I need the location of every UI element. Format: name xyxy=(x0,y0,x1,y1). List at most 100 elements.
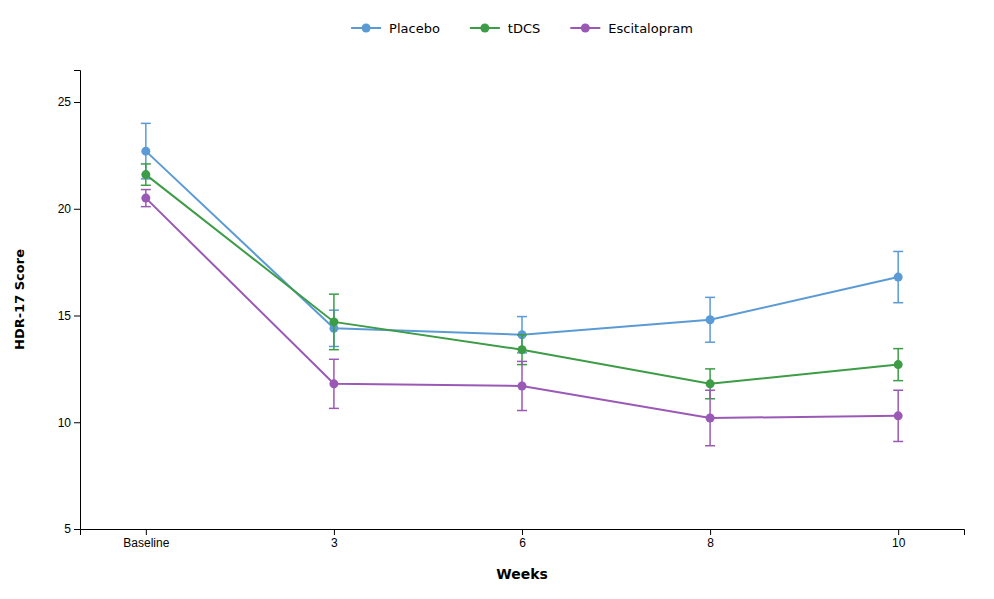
line xyxy=(146,175,898,384)
tick-mark xyxy=(74,102,80,103)
point xyxy=(141,170,150,179)
tick-mark xyxy=(74,316,80,317)
error-bar xyxy=(893,390,903,441)
legend-marker xyxy=(581,24,590,33)
error-bar xyxy=(517,361,527,410)
point xyxy=(329,317,338,326)
point xyxy=(706,413,715,422)
point xyxy=(329,379,338,388)
error-bar-cap xyxy=(329,349,339,351)
point xyxy=(518,345,527,354)
legend-label: Placebo xyxy=(389,21,440,36)
error-bar-cap xyxy=(893,441,903,443)
tick-mark xyxy=(74,529,80,530)
tick-mark xyxy=(710,529,711,535)
legend-item: tDCS xyxy=(470,21,540,36)
tick: 5 xyxy=(64,522,80,536)
error-bar-cap xyxy=(141,163,151,165)
tick-mark xyxy=(146,529,147,535)
point xyxy=(706,379,715,388)
error-bar-cap xyxy=(705,368,715,370)
tick: 10 xyxy=(892,529,906,550)
error-bar xyxy=(329,294,339,350)
tick-mark xyxy=(74,422,80,423)
tick-label: 20 xyxy=(58,202,72,216)
legend-item: Placebo xyxy=(351,21,440,36)
error-bar-cap xyxy=(141,189,151,191)
series xyxy=(141,190,903,446)
error-bar xyxy=(893,349,903,381)
error-bar xyxy=(705,390,715,446)
error-bar-cap xyxy=(517,316,527,318)
error-bar-cap xyxy=(517,361,527,363)
error-bar xyxy=(329,359,339,408)
point xyxy=(894,411,903,420)
error-bar-cap xyxy=(329,293,339,295)
error-bar-cap xyxy=(705,297,715,299)
legend-label: Escitalopram xyxy=(608,21,693,36)
error-bar-cap xyxy=(705,445,715,447)
error-bar-cap xyxy=(329,359,339,361)
error-bar-cap xyxy=(893,302,903,304)
point xyxy=(141,147,150,156)
tick-mark xyxy=(898,529,899,535)
error-bar-cap xyxy=(517,334,527,336)
x-axis-title: Weeks xyxy=(496,566,548,582)
error-bar xyxy=(141,123,151,179)
error-bar-cap xyxy=(329,408,339,410)
tick-mark xyxy=(74,209,80,210)
tick: 3 xyxy=(331,529,338,550)
legend-label: tDCS xyxy=(508,21,540,36)
error-bar xyxy=(893,251,903,302)
chart: Baseline 3 6 8 10 5 10 15 20 25 Weeks HDR-17 Score P… xyxy=(0,0,994,599)
tick-label: 10 xyxy=(58,416,72,430)
legend-item: Escitalopram xyxy=(570,21,693,36)
tick-label: 10 xyxy=(892,536,906,550)
error-bar-cap xyxy=(893,348,903,350)
tick-label: 3 xyxy=(331,536,338,550)
error-bar-cap xyxy=(893,389,903,391)
tick: 10 xyxy=(58,416,80,430)
error-bar-cap xyxy=(705,389,715,391)
error-bar-cap xyxy=(705,341,715,343)
error-bar-cap xyxy=(517,410,527,412)
tick: 8 xyxy=(707,529,714,550)
tick-mark xyxy=(522,529,523,535)
point xyxy=(141,194,150,203)
error-bar-cap xyxy=(893,251,903,253)
axis-line xyxy=(81,530,965,536)
tick-label: 15 xyxy=(58,309,72,323)
tick: 25 xyxy=(58,95,80,109)
tick: Baseline xyxy=(123,529,169,550)
tick: 6 xyxy=(519,529,526,550)
line xyxy=(146,151,898,335)
error-bar-cap xyxy=(141,185,151,187)
y-axis: 5 10 15 20 25 xyxy=(58,71,81,537)
error-bar-cap xyxy=(141,123,151,125)
error-bar-cap xyxy=(141,206,151,208)
error-bar xyxy=(141,164,151,185)
tick-mark xyxy=(334,529,335,535)
error-bar xyxy=(517,335,527,365)
tick-label: 6 xyxy=(519,536,526,550)
tick-label: 5 xyxy=(64,522,71,536)
y-axis-title: HDR-17 Score xyxy=(12,249,27,350)
marks xyxy=(141,123,903,445)
tick: 20 xyxy=(58,202,80,216)
point xyxy=(894,360,903,369)
point xyxy=(894,273,903,282)
error-bar xyxy=(705,297,715,342)
error-bar-cap xyxy=(893,380,903,382)
point xyxy=(518,381,527,390)
point xyxy=(706,315,715,324)
legend: Placebo tDCS Escitalopram xyxy=(351,21,693,36)
x-axis: Baseline 3 6 8 10 xyxy=(81,529,965,550)
line xyxy=(146,198,898,418)
plot: Baseline 3 6 8 10 5 10 15 20 25 xyxy=(58,71,965,550)
legend-marker xyxy=(362,24,371,33)
error-bar xyxy=(141,190,151,207)
legend-marker xyxy=(480,24,489,33)
tick: 15 xyxy=(58,309,80,323)
tick-label: Baseline xyxy=(123,536,169,550)
tick-label: 25 xyxy=(58,95,72,109)
